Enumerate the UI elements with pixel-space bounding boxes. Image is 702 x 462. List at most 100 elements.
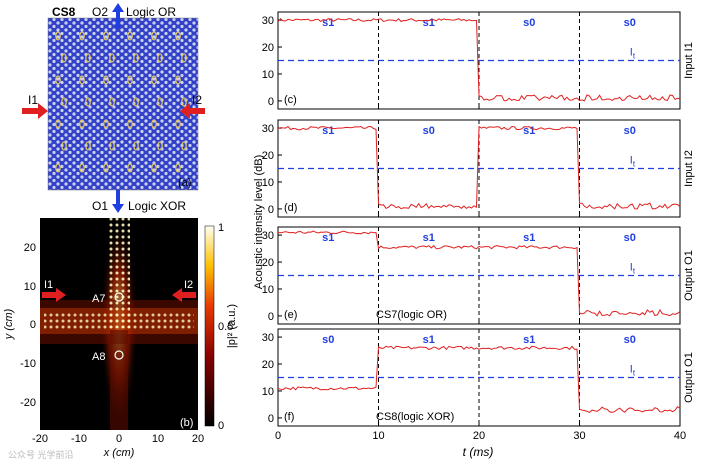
state-label: s0: [624, 334, 636, 346]
ytick-label: 20: [262, 359, 274, 371]
ytick-label: 10: [262, 284, 274, 296]
watermark: 公众号 光学前沿: [8, 449, 74, 460]
rod: [55, 163, 61, 173]
logic-annotation: CS7(logic OR): [376, 309, 447, 321]
xtick: -10: [71, 433, 87, 445]
input-i1-label-b: I1: [44, 279, 53, 291]
rod: [55, 31, 61, 41]
rod: [103, 119, 109, 129]
ytick-label: 20: [262, 42, 274, 54]
ytick: 20: [24, 242, 36, 254]
output-o2-label: O2: [92, 5, 108, 19]
rod: [133, 97, 139, 107]
threshold-subscript: t: [633, 369, 636, 378]
state-label: s0: [322, 334, 334, 346]
ytick-label: 0: [268, 96, 274, 108]
ytick-label: 30: [262, 332, 274, 344]
rod: [133, 53, 139, 63]
shared-xlabel: t (ms): [463, 445, 494, 459]
rod: [79, 75, 85, 85]
xtick-label: 40: [674, 430, 686, 442]
threshold-subscript: t: [633, 52, 636, 61]
panel-b: A7 A8 I1 I2 (b) -20 -10 0 10 20 x (cm) 2…: [3, 218, 238, 459]
rod-array: [55, 31, 187, 173]
threshold-subscript: t: [633, 267, 636, 276]
rod: [85, 53, 91, 63]
rod: [61, 141, 67, 151]
rod: [61, 97, 67, 107]
marker-a8: [114, 350, 124, 360]
xtick: 0: [116, 433, 122, 445]
signal-line: [277, 345, 681, 413]
state-label: s0: [624, 125, 636, 137]
signal-line: [277, 17, 681, 102]
rod: [109, 141, 115, 151]
ytick-label: 10: [262, 69, 274, 81]
side-label: Input I2: [683, 150, 695, 187]
shared-ylabel: Acoustic intensity level (dB): [253, 155, 265, 290]
signal-line: [277, 230, 681, 317]
logic-or-label: Logic OR: [126, 5, 176, 19]
colorbar-label: |p|² (a.u.): [226, 304, 238, 348]
input-right-arrow-icon: [22, 103, 48, 119]
rod: [127, 31, 133, 41]
side-label: Output O1: [683, 250, 695, 301]
marker-a7-label: A7: [92, 293, 105, 305]
rod: [133, 141, 139, 151]
colorbar-tick-max: 1: [218, 222, 224, 234]
xtick-label: 20: [473, 430, 485, 442]
rod: [79, 119, 85, 129]
state-label: s1: [423, 17, 435, 29]
input-left-arrow-b-icon: [172, 288, 196, 302]
colorbar: [204, 225, 215, 427]
panel-b-xticks: -20 -10 0 10 20: [32, 433, 204, 445]
xtick-label: 30: [573, 430, 585, 442]
state-label: s0: [523, 17, 535, 29]
xtick: 20: [192, 433, 204, 445]
rod: [181, 141, 187, 151]
rod: [157, 141, 163, 151]
panel-b-yticks: 20 10 0 -10 -20: [20, 242, 36, 409]
rod: [85, 141, 91, 151]
rod: [79, 163, 85, 173]
rod: [109, 97, 115, 107]
panel-b-ylabel: y (cm): [3, 308, 15, 340]
rod: [103, 31, 109, 41]
ytick-label: 30: [262, 15, 274, 27]
panel-tag: (d): [284, 202, 297, 214]
input-i2-label-a: I2: [192, 93, 202, 107]
chart-panel: 0 10 20 30 It s1 s1 s1 s0 (e) CS7(logic OR) Output …: [262, 226, 695, 325]
rod: [151, 119, 157, 129]
rod: [151, 75, 157, 85]
rod: [85, 97, 91, 107]
panel-a-title: CS8: [52, 5, 76, 19]
xtick: -20: [32, 433, 48, 445]
marker-a8-label: A8: [92, 351, 105, 363]
rod: [55, 119, 61, 129]
panel-b-xlabel: x (cm): [103, 447, 135, 459]
rod: [151, 163, 157, 173]
rod: [175, 119, 181, 129]
colorbar-tick-min: 0: [218, 420, 224, 432]
panel-a-tag: (a): [178, 177, 191, 189]
rod: [181, 53, 187, 63]
state-label: s1: [523, 232, 535, 244]
signal-line: [277, 125, 681, 210]
state-label: s0: [423, 125, 435, 137]
state-label: s1: [423, 334, 435, 346]
input-left-arrow-icon: [180, 103, 205, 119]
input-i2-label-b: I2: [184, 279, 193, 291]
ytick-label: 10: [262, 386, 274, 398]
rod: [109, 53, 115, 63]
rod: [61, 53, 67, 63]
colorbar-tick-mid: 0.5: [218, 321, 233, 333]
ytick-label: 30: [262, 123, 274, 135]
state-label: s0: [624, 17, 636, 29]
ytick: -10: [20, 358, 36, 370]
rod: [103, 75, 109, 85]
panel-tag: (e): [284, 309, 297, 321]
panel-a: CS8 O2 Logic OR I1 I2 (a) O1 Logic XOR: [22, 3, 205, 213]
rod: [79, 31, 85, 41]
